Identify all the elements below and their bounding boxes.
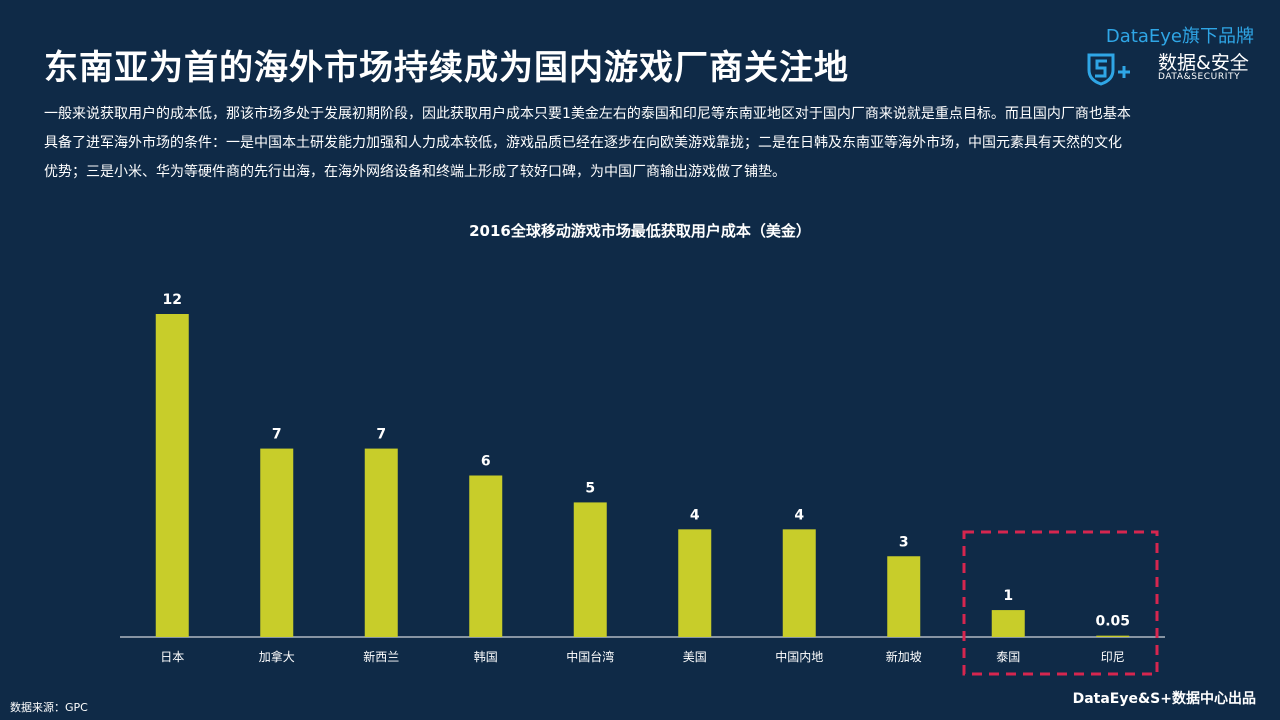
highlight-box [962,530,1159,676]
data-label-9: 1 [1003,588,1013,604]
data-label-5: 5 [585,480,595,496]
x-tick-label-2: 加拿大 [259,649,295,664]
shield-s-plus-icon [1087,53,1130,86]
x-tick-label-9: 泰国 [996,650,1020,664]
x-tick-label-1: 日本 [160,650,184,664]
data-label-3: 7 [376,427,386,443]
x-tick-label-5: 中国台湾 [566,649,614,664]
bar-10 [1096,635,1130,637]
data-label-2: 7 [272,427,282,443]
x-tick-label-3: 新西兰 [363,649,399,664]
data-label-8: 3 [899,534,909,550]
x-tick-label-7: 中国内地 [775,649,823,664]
intro-paragraph: 一般来说获取用户的成本低，那该市场多处于发展初期阶段，因此获取用户成本只要1美金… [44,106,1131,180]
chart-title: 2016全球移动游戏市场最低获取用户成本（美金） [469,222,811,240]
bar-8 [887,556,921,637]
data-label-10: 0.05 [1095,614,1130,630]
bar-4 [469,475,503,637]
brand-tagline: DataEye旗下品牌 [1105,26,1254,47]
bar-6 [678,529,712,637]
data-source: 数据来源：GPC [10,701,88,714]
x-tick-label-6: 美国 [683,650,707,664]
bar-7 [782,529,816,637]
data-label-7: 4 [794,507,804,523]
brand-subtitle: DATA&SECURITY [1158,72,1241,82]
bar-3 [364,448,398,637]
bar-9 [991,610,1025,637]
page-title: 东南亚为首的海外市场持续成为国内游戏厂商关注地 [44,48,849,88]
data-label-4: 6 [481,454,491,470]
credit-line: DataEye&S+数据中心出品 [1072,691,1256,707]
x-tick-label-10: 印尼 [1101,650,1125,664]
bar-5 [573,502,607,637]
x-tick-label-8: 新加坡 [886,649,922,664]
x-tick-label-4: 韩国 [474,649,498,664]
bar-2 [260,448,294,637]
data-label-1: 12 [163,292,182,308]
data-label-6: 4 [690,507,700,523]
brand-name: 数据&安全 [1158,52,1249,74]
bar-1 [155,314,189,637]
